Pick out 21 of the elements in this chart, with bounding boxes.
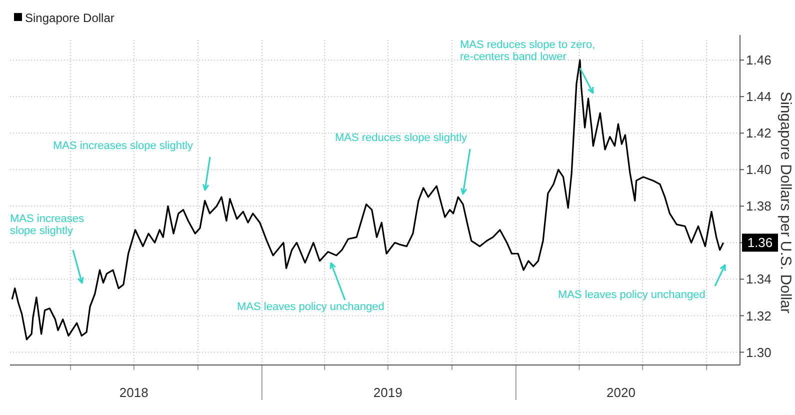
annotation: MAS increases slope slightly [53,140,194,152]
y-tick-label: 1.44 [746,89,772,104]
annotation: MAS increases slope slightly [10,213,84,237]
y-axis-title: Singapore Dollars per U.S. Dollar [777,92,794,314]
y-tick-label: 1.38 [746,198,772,214]
y-tick-label: 1.30 [746,344,772,360]
legend-label: Singapore Dollar [25,11,114,26]
y-tick-label: 1.32 [746,308,772,324]
x-tick-label: 2018 [119,385,148,400]
annotation: MAS reduces slope to zero, re-centers band lower [460,39,596,63]
x-tick-label: 2019 [373,385,402,400]
line-series [11,59,724,340]
y-tick-label: 1.40 [746,162,772,178]
annotation: MAS leaves policy unchanged [237,301,384,313]
annotation: MAS leaves policy unchanged [558,289,706,301]
x-tick-label: 2020 [606,385,636,400]
data-label: 1.36 [747,235,773,250]
y-tick-label: 1.42 [746,126,772,141]
y-tick-label: 1.46 [746,52,772,68]
annotation: MAS reduces slope slightly [335,132,468,144]
y-tick-label: 1.34 [746,272,772,287]
